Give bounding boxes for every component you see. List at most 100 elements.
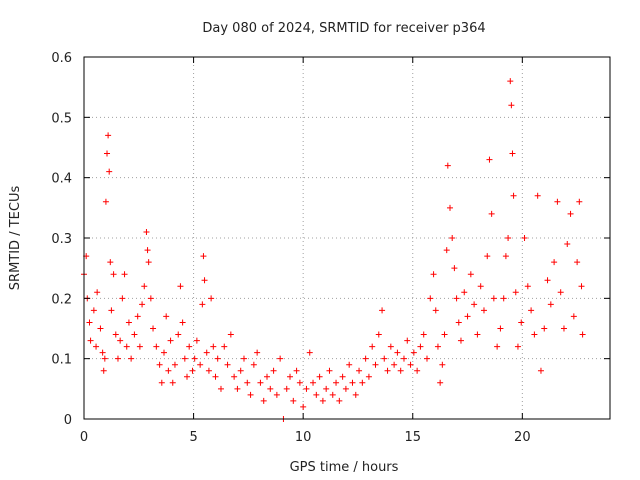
data-point: [87, 337, 94, 344]
data-point: [110, 271, 117, 278]
data-point: [175, 331, 182, 338]
x-tick-label: 5: [189, 430, 197, 445]
data-point: [150, 325, 157, 332]
data-point: [414, 367, 421, 374]
data-point: [160, 349, 167, 356]
data-point: [484, 253, 491, 260]
data-point: [500, 295, 507, 302]
data-point: [449, 235, 456, 241]
data-point: [342, 385, 349, 392]
data-point: [524, 283, 531, 290]
data-point: [244, 379, 251, 386]
data-point: [464, 313, 471, 320]
x-axis-label: GPS time / hours: [290, 460, 399, 475]
data-point: [453, 295, 460, 302]
data-point: [212, 373, 219, 380]
data-point: [427, 295, 434, 302]
data-point: [119, 295, 126, 302]
data-point: [169, 379, 176, 386]
data-point: [112, 331, 119, 338]
data-point: [227, 331, 234, 338]
data-point: [205, 367, 212, 374]
data-point: [90, 307, 97, 314]
data-point: [283, 385, 290, 392]
data-point: [534, 192, 541, 199]
x-tick-label: 0: [80, 430, 88, 445]
data-point: [490, 295, 497, 302]
data-point: [352, 391, 359, 398]
data-point: [254, 349, 261, 356]
data-point: [200, 253, 207, 260]
data-point: [201, 277, 208, 284]
data-point: [457, 337, 464, 344]
data-point: [131, 331, 138, 338]
x-tick-label: 15: [404, 430, 421, 445]
y-tick-label: 0.2: [51, 292, 72, 307]
data-point: [423, 355, 430, 362]
data-point: [177, 283, 184, 290]
data-point: [191, 355, 198, 362]
data-point: [394, 349, 401, 356]
data-point: [369, 343, 376, 350]
data-point: [163, 313, 170, 320]
data-point: [97, 325, 104, 332]
data-point: [104, 150, 111, 157]
data-point: [486, 156, 493, 163]
data-point: [514, 343, 521, 350]
data-point: [210, 343, 217, 350]
data-point: [171, 361, 178, 368]
data-point: [512, 289, 519, 296]
data-point: [339, 373, 346, 380]
data-point: [123, 343, 130, 350]
data-point: [139, 301, 146, 308]
data-point: [359, 379, 366, 386]
data-point: [145, 259, 152, 266]
data-point: [143, 228, 150, 235]
data-point: [346, 361, 353, 368]
data-point: [181, 355, 188, 362]
data-point: [505, 235, 512, 241]
data-point: [224, 361, 231, 368]
data-point: [319, 397, 326, 404]
data-point: [144, 247, 151, 254]
y-tick-label: 0.3: [51, 232, 72, 247]
data-point: [313, 391, 320, 398]
data-point: [531, 331, 538, 338]
data-point: [508, 102, 515, 109]
data-point: [510, 192, 517, 199]
chart-title: Day 080 of 2024, SRMTID for receiver p36…: [202, 21, 485, 36]
data-point: [579, 331, 586, 338]
y-tick-label: 0.4: [51, 172, 72, 187]
data-point: [400, 355, 407, 362]
data-point: [214, 355, 221, 362]
data-point: [189, 367, 196, 374]
data-point: [391, 361, 398, 368]
data-point: [381, 355, 388, 362]
data-point: [578, 283, 585, 290]
data-point: [306, 349, 313, 356]
data-point: [329, 391, 336, 398]
data-point: [434, 343, 441, 350]
data-point: [477, 283, 484, 290]
data-point: [471, 301, 478, 308]
data-point: [430, 271, 437, 278]
data-point: [93, 343, 100, 350]
data-point: [237, 367, 244, 374]
data-point: [497, 325, 504, 332]
data-point: [494, 343, 501, 350]
data-point: [260, 397, 267, 404]
data-point: [551, 259, 558, 266]
data-point: [326, 367, 333, 374]
data-point: [114, 355, 121, 362]
data-point: [101, 355, 108, 362]
data-point: [105, 132, 112, 139]
data-point: [197, 361, 204, 368]
data-point: [156, 361, 163, 368]
y-tick-label: 0.5: [51, 111, 72, 126]
data-point: [136, 343, 143, 350]
data-point: [102, 198, 109, 205]
data-point: [221, 343, 228, 350]
data-point: [441, 331, 448, 338]
data-point: [290, 397, 297, 404]
